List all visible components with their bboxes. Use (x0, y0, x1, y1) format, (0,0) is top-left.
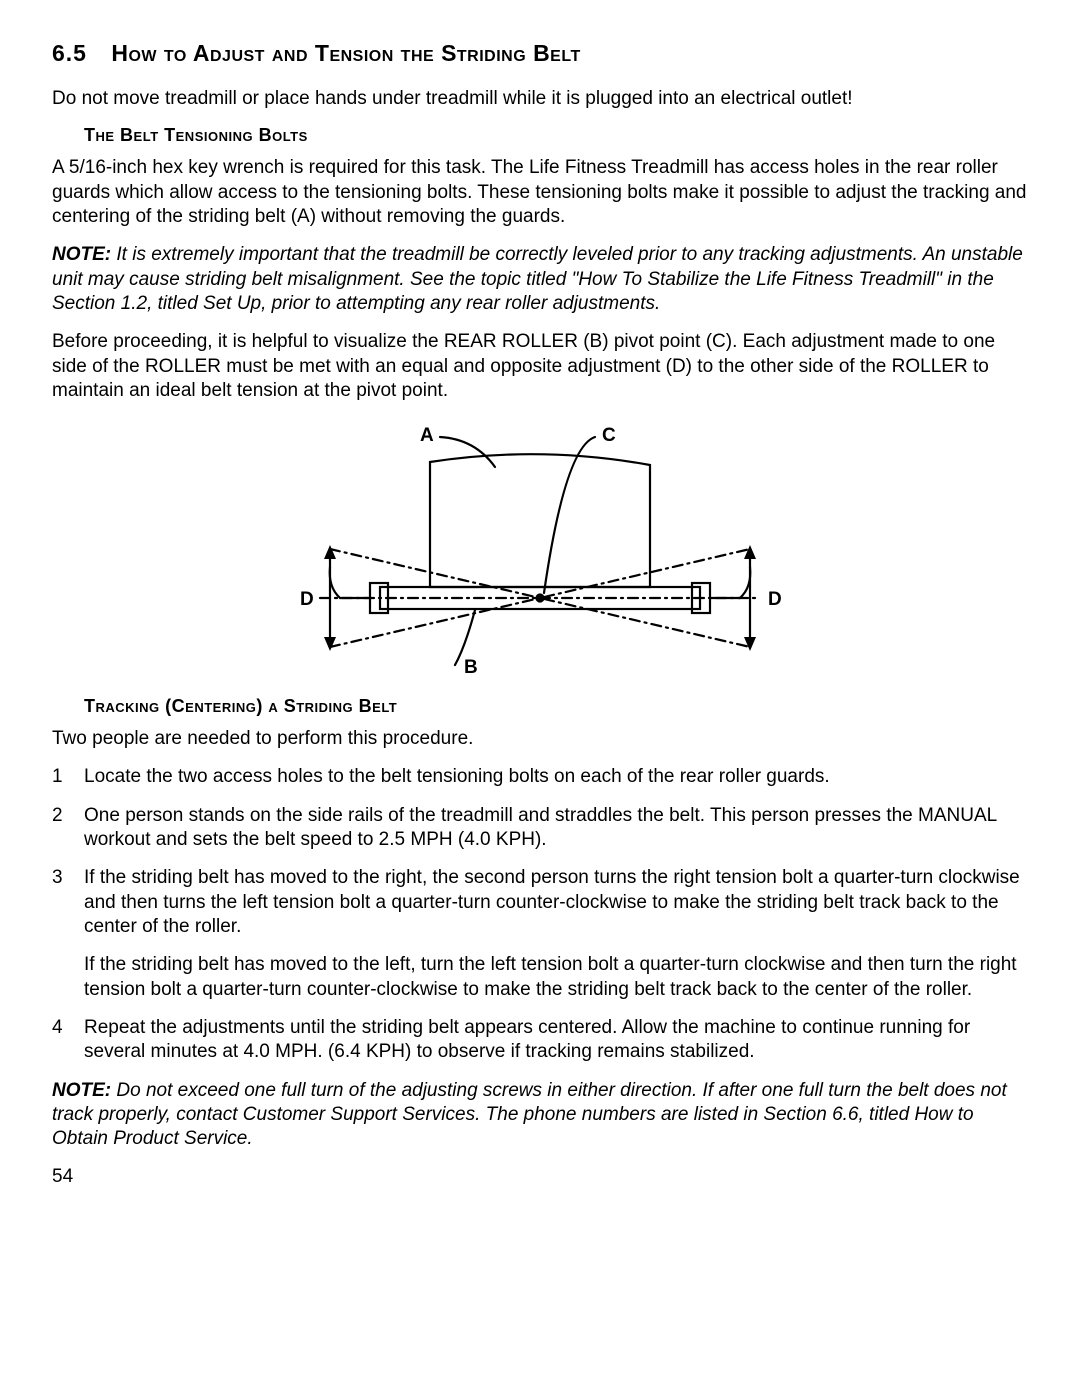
note-label: NOTE: (52, 244, 111, 265)
step-1: Locate the two access holes to the belt … (84, 765, 1028, 789)
subheading-tracking: Tracking (Centering) a Striding Belt (84, 696, 1028, 717)
note-text: It is extremely important that the tread… (52, 244, 1023, 314)
page: 6.5 How to Adjust and Tension the Stridi… (0, 0, 1080, 1397)
section-number: 6.5 (52, 40, 87, 66)
diagram-label-d-left: D (300, 589, 314, 610)
section-heading: 6.5 How to Adjust and Tension the Stridi… (52, 40, 1028, 67)
diagram-label-c: C (602, 425, 616, 446)
step-2: One person stands on the side rails of t… (84, 804, 1028, 853)
para-pivot: Before proceeding, it is helpful to visu… (52, 330, 1028, 403)
step-text: One person stands on the side rails of t… (84, 805, 996, 850)
note-label: NOTE: (52, 1080, 111, 1101)
step-3-extra: If the striding belt has moved to the le… (84, 953, 1028, 1002)
diagram-label-a: A (420, 425, 434, 446)
step-3: If the striding belt has moved to the ri… (84, 866, 1028, 1002)
subheading-belt-tensioning: The Belt Tensioning Bolts (84, 125, 1028, 146)
warning-text: Do not move treadmill or place hands und… (52, 87, 1028, 111)
step-4: Repeat the adjustments until the stridin… (84, 1016, 1028, 1065)
para-belt-tensioning: A 5/16-inch hex key wrench is required f… (52, 156, 1028, 229)
note-adjusting-limit: NOTE: Do not exceed one full turn of the… (52, 1079, 1028, 1152)
diagram-label-d-right: D (768, 589, 782, 610)
page-number: 54 (52, 1166, 1028, 1188)
tracking-steps: Locate the two access holes to the belt … (52, 765, 1028, 1064)
section-title: How to Adjust and Tension the Striding B… (111, 40, 580, 66)
diagram-container: A C D D B (52, 417, 1028, 682)
step-text: If the striding belt has moved to the ri… (84, 867, 1020, 937)
roller-diagram: A C D D B (280, 417, 800, 677)
diagram-label-b: B (464, 657, 478, 677)
note-leveling: NOTE: It is extremely important that the… (52, 243, 1028, 316)
tracking-intro: Two people are needed to perform this pr… (52, 727, 1028, 751)
step-text: Repeat the adjustments until the stridin… (84, 1017, 970, 1062)
step-text: Locate the two access holes to the belt … (84, 766, 830, 787)
note-text: Do not exceed one full turn of the adjus… (52, 1080, 1007, 1150)
